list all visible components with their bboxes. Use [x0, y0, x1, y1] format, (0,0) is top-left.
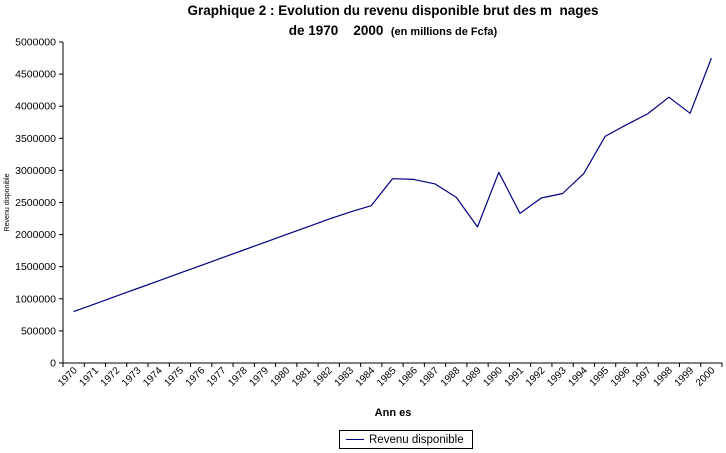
x-axis-tick-label: 1981	[290, 365, 314, 389]
chart-title-line1: Graphique 2 : Evolution du revenu dispon…	[187, 3, 599, 18]
x-axis-tick-label: 1984	[354, 365, 378, 389]
x-axis-tick-label: 1980	[269, 365, 293, 389]
y-axis-tick-label: 1500000	[15, 261, 56, 273]
x-axis-tick-label: 1974	[141, 365, 165, 389]
x-axis-tick-label: 1989	[460, 365, 484, 389]
x-axis-tick-label: 1985	[375, 365, 399, 389]
x-axis-tick-label: 1975	[163, 365, 187, 389]
y-axis-tick-label: 2500000	[15, 197, 56, 209]
x-axis-tick-label: 1998	[651, 365, 675, 389]
y-axis-tick-label: 500000	[21, 325, 56, 337]
y-axis-tick-label: 1000000	[15, 293, 56, 305]
chart-title-line2-wrap: de 1970 2000 (en millions de Fcfa)	[63, 21, 723, 42]
chart-line-revenu-disponible	[73, 57, 712, 313]
legend-label: Revenu disponible	[369, 433, 464, 446]
x-axis-tick-label: 1991	[503, 365, 527, 389]
x-axis-tick-label: 1988	[439, 365, 463, 389]
x-axis-tick-label: 1978	[226, 365, 250, 389]
plot-area: 0 500000 1000000 1500000 2000000 2500000 30000…	[2, 37, 723, 389]
x-axis-tick-label: 1990	[481, 365, 505, 389]
y-axis-tick-label: 4500000	[15, 69, 56, 81]
y-axis-tick-label: 4000000	[15, 101, 56, 113]
chart-title: Graphique 2 : Evolution du revenu dispon…	[63, 1, 723, 42]
y-axis-tick-label: 2000000	[15, 229, 56, 241]
x-axis-tick-label: 1995	[588, 365, 612, 389]
x-axis-tick-label: 1994	[566, 365, 590, 389]
y-axis-tick-label: 0	[50, 358, 56, 370]
x-axis-tick-label: 1976	[184, 365, 208, 389]
x-axis-tick-label: 1986	[396, 365, 420, 389]
x-axis-tick-label: 1997	[630, 365, 654, 389]
x-axis-tick-label: 1993	[545, 365, 569, 389]
x-axis-tick-label: 1970	[56, 365, 80, 389]
x-axis-tick-label: 1979	[248, 365, 272, 389]
chart-title-line2: de 1970 2000	[288, 23, 391, 38]
x-axis-title: Ann es	[374, 407, 412, 419]
x-axis-tick-label: 1992	[524, 365, 548, 389]
x-axis-tick-label: 2000	[694, 365, 718, 389]
x-axis-tick-label: 1983	[333, 365, 357, 389]
chart-title-subtitle: (en millions de Fcfa)	[390, 26, 498, 38]
x-axis-tick-label: 1982	[311, 365, 335, 389]
x-axis-tick-label: 1972	[99, 365, 123, 389]
legend-line-sample-icon	[346, 439, 364, 440]
x-axis-tick-label: 1971	[77, 365, 101, 389]
y-axis-title: Revenu disponible	[2, 174, 11, 232]
x-axis-tick-label: 1996	[609, 365, 633, 389]
x-axis-tick-label: 1973	[120, 365, 144, 389]
y-axis-tick-label: 3500000	[15, 133, 56, 145]
legend: Revenu disponible	[339, 430, 473, 449]
x-axis-tick-label: 1977	[205, 365, 229, 389]
x-axis-tick-label: 1999	[673, 365, 697, 389]
x-axis-tick-label: 1987	[418, 365, 442, 389]
y-axis-tick-label: 3000000	[15, 165, 56, 177]
y-axis-tick-label: 5000000	[15, 37, 56, 49]
